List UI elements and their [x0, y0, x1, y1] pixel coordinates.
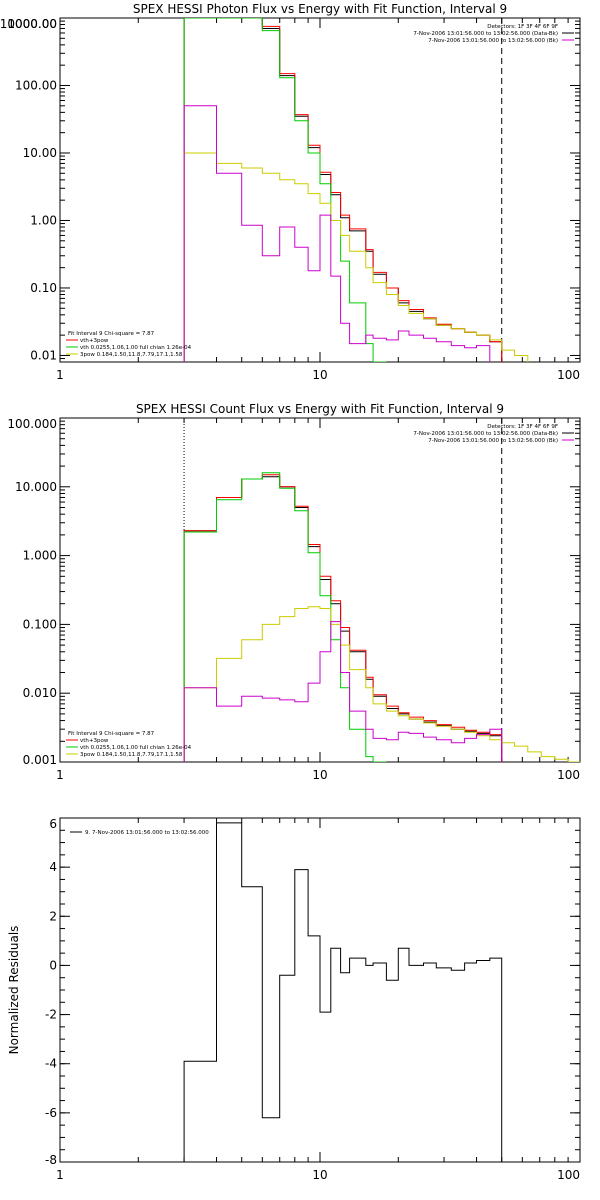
legend-entry: vth+3pow: [80, 338, 109, 344]
x-tick-label: 10: [312, 1168, 327, 1182]
y-tick-label: -2: [45, 1008, 57, 1022]
y-tick-label: 0.100: [23, 617, 57, 631]
legend-entry: 7-Nov-2006 13:01:56.000 to 13:02:56.000 …: [428, 38, 558, 44]
legend-entry: vth 0.0255,1.06,1.00 full chian 1.26e-04: [80, 345, 192, 351]
y-tick-label: 4: [49, 860, 57, 874]
y-tick-label: 1.00: [30, 213, 57, 227]
chart-panel-2: Normalized Residuals 1 10 100 -8 -6 -4 -2 0 2 4 6 9.…: [7, 817, 581, 1182]
y-tick-label: 0: [49, 958, 57, 972]
y-tick-label: 0.010: [23, 686, 57, 700]
x-tick-label: 100: [557, 368, 580, 382]
chart-title: SPEX HESSI Count Flux vs Energy with Fit…: [136, 402, 504, 416]
y-tick-label: 10.00: [23, 146, 57, 160]
legend-entry: 3pow 0.184,1.50,11.8,7.79,17.1,1.58: [80, 352, 183, 358]
y-tick-label: 100.000: [7, 417, 57, 431]
chart-title: SPEX HESSI Photon Flux vs Energy with Fi…: [133, 2, 507, 16]
series-line-0: [183, 18, 503, 362]
series-line-4: [183, 621, 503, 762]
series-line-0: [183, 476, 503, 762]
legend-entry: Detectors: 1F 3F 4F 6F 9F: [487, 24, 558, 30]
y-axis-label: Normalized Residuals: [7, 926, 21, 1055]
legend-entry: 9. 7-Nov-2006 13:01:56.000 to 13:02:56.0…: [85, 830, 209, 836]
y-tick-label: 1.000: [23, 549, 57, 563]
legend-entry: Fit Interval 9 Chi-square = 7.87: [68, 331, 155, 337]
x-tick-label: 100: [557, 768, 580, 782]
y-tick-label: 100.00: [15, 78, 57, 92]
chart-panel-0: SPEX HESSI Photon Flux vs Energy with Fi…: [0, 2, 581, 382]
chart-panel-1: SPEX HESSI Count Flux vs Energy with Fit…: [7, 402, 581, 782]
series-line-2: [183, 472, 387, 762]
x-tick-label: 1: [56, 368, 64, 382]
series-line-1: [183, 474, 503, 762]
y-tick-label: -8: [45, 1153, 57, 1167]
x-tick-label: 10: [312, 768, 327, 782]
x-tick-label: 100: [557, 1168, 580, 1182]
series-line-3: [183, 152, 529, 362]
y-tick-label: 0.01: [30, 348, 57, 362]
y-tick-label: 6: [49, 817, 57, 831]
x-tick-label: 1: [56, 1168, 64, 1182]
legend-entry: Fit Interval 9 Chi-square = 7.87: [68, 731, 155, 737]
y-tick-label: 0.001: [23, 753, 57, 767]
legend-entry: 7-Nov-2006 13:01:56.000 to 13:02:56.000 …: [413, 431, 558, 437]
legend-entry: 3pow 0.184,1.50,11.8,7.79,17.1,1.58: [80, 752, 183, 758]
y-tick-label: 0.10: [30, 281, 57, 295]
y-tick-label: 10000.00: [0, 17, 57, 31]
y-tick-label: 1000.00: [7, 17, 57, 31]
legend-entry: Detectors: 1F 3F 4F 6F 9F: [487, 424, 558, 430]
series-line-1: [183, 18, 503, 362]
legend-entry: vth+3pow: [80, 738, 109, 744]
series-line-3: [183, 606, 580, 762]
x-tick-label: 1: [56, 768, 64, 782]
legend-entry: 7-Nov-2006 13:01:56.000 to 13:02:56.000 …: [413, 31, 558, 37]
y-tick-label: 10.000: [15, 480, 57, 494]
y-tick-label: -6: [45, 1106, 57, 1120]
series-line-0: [183, 822, 503, 1162]
y-tick-label: 2: [49, 909, 57, 923]
series-line-2: [183, 18, 387, 362]
legend-entry: vth 0.0255,1.06,1.00 full chian 1.26e-04: [80, 745, 192, 751]
x-tick-label: 10: [312, 368, 327, 382]
legend-entry: 7-Nov-2006 13:01:56.000 to 13:02:56.000 …: [428, 438, 558, 444]
y-tick-label: -4: [45, 1057, 57, 1071]
series-line-4: [183, 105, 491, 362]
